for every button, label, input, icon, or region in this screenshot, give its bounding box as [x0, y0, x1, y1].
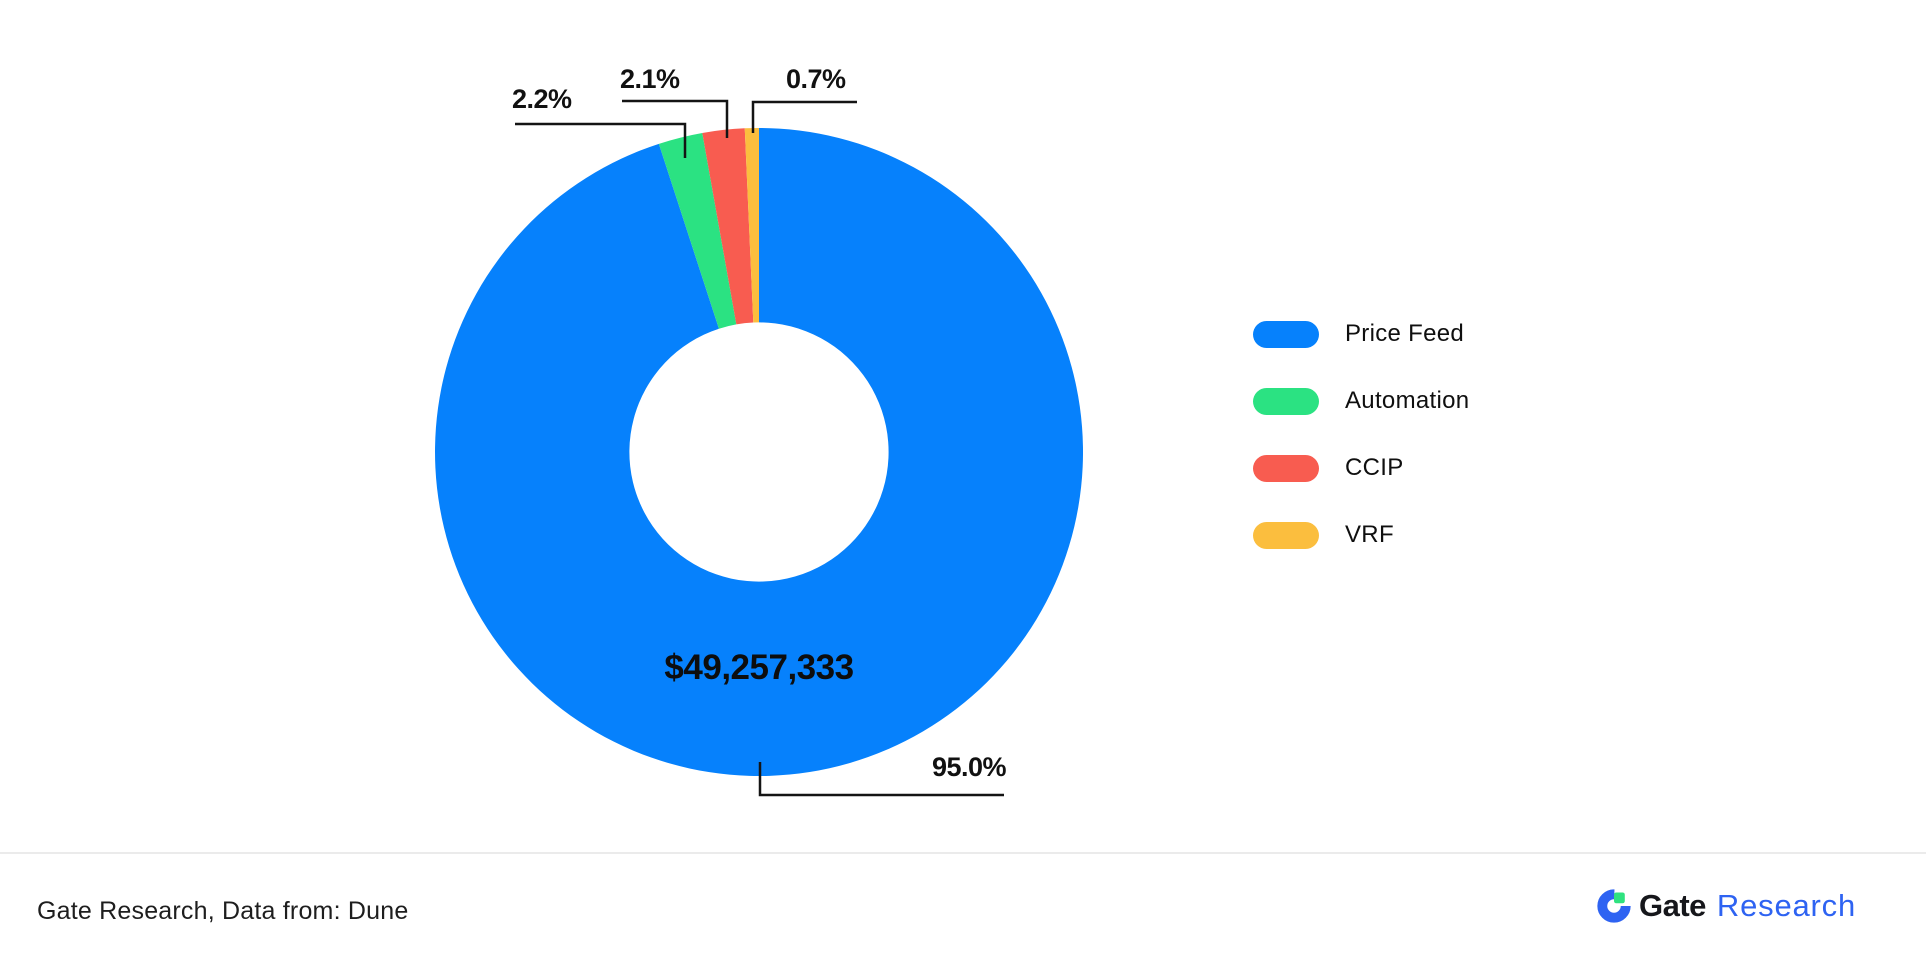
legend-item-ccip: CCIP	[1253, 454, 1469, 482]
legend-swatch-automation	[1253, 387, 1319, 415]
donut-chart	[435, 128, 1083, 776]
donut-center-value: $49,257,333	[664, 648, 854, 687]
slice-label-vrf: 0.7%	[786, 64, 846, 94]
slice-automation	[658, 133, 737, 329]
legend-label-automation: Automation	[1345, 387, 1470, 414]
legend-label-vrf: VRF	[1345, 521, 1394, 548]
gate-research-logo: Gate Research	[1596, 886, 1856, 926]
gate-logo-green-square	[1614, 892, 1625, 904]
legend-swatch-ccip	[1253, 454, 1319, 482]
slice-label-price-feed: 95.0%	[931, 752, 1007, 782]
slice-label-ccip: 2.1%	[620, 64, 680, 94]
footer-divider	[0, 852, 1926, 854]
legend-label-ccip: CCIP	[1345, 454, 1404, 481]
slice-label-automation: 2.2%	[512, 84, 572, 114]
brand-gate-text: Gate	[1639, 888, 1706, 923]
legend: Price Feed Automation CCIP VRF	[1253, 320, 1469, 588]
gate-logo-ring	[1597, 889, 1631, 923]
slice-ccip	[702, 128, 754, 325]
source-attribution: Gate Research, Data from: Dune	[37, 897, 409, 925]
legend-swatch-price-feed	[1253, 320, 1319, 348]
slice-price-feed	[435, 128, 1083, 776]
brand-research-text: Research	[1716, 888, 1856, 923]
legend-item-automation: Automation	[1253, 387, 1469, 415]
slice-vrf	[744, 128, 759, 323]
legend-item-price-feed: Price Feed	[1253, 320, 1469, 348]
legend-swatch-vrf	[1253, 521, 1319, 549]
legend-label-price-feed: Price Feed	[1345, 320, 1465, 347]
gate-logo-icon	[1597, 889, 1631, 923]
legend-item-vrf: VRF	[1253, 521, 1469, 549]
